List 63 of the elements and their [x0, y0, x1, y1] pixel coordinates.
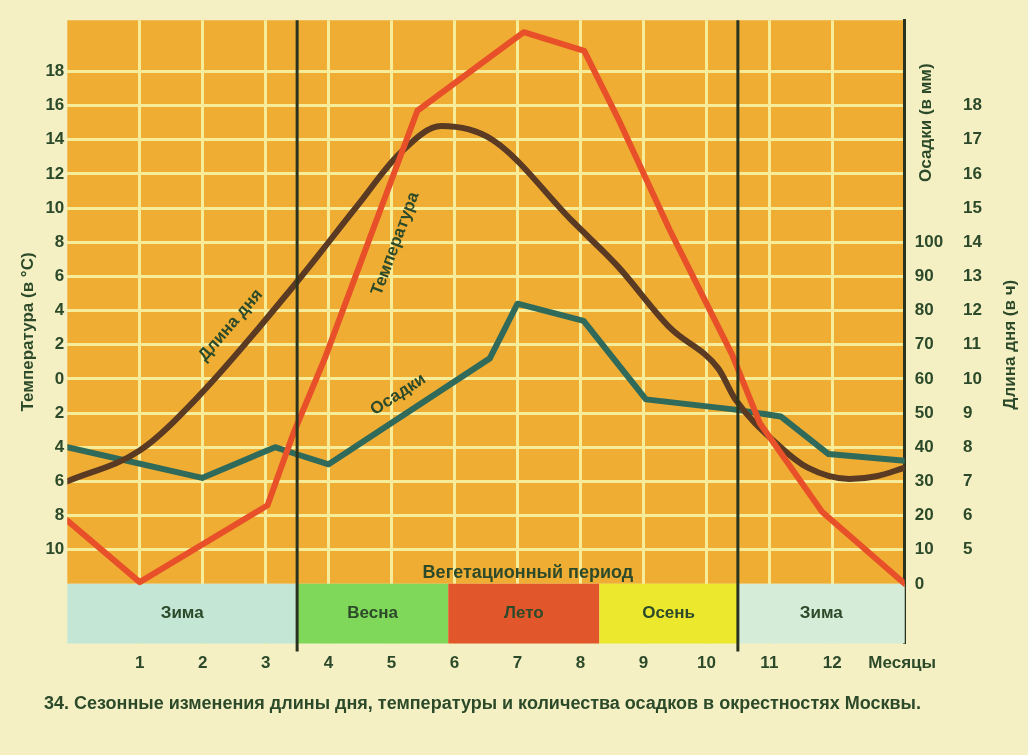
y2-tick-label: 0 — [914, 573, 925, 593]
x-tick-label: 10 — [696, 653, 716, 673]
y-tick-label: 2 — [54, 402, 65, 422]
y-tick-label: 6 — [54, 266, 65, 286]
y-tick-label: 2 — [54, 334, 65, 354]
y2-tick-label: 70 — [914, 334, 934, 354]
y2-tick-label: 20 — [914, 505, 934, 525]
x-tick-label: 7 — [512, 653, 523, 673]
x-tick-label: 4 — [323, 653, 334, 673]
y2-tick-label: 100 — [914, 231, 944, 251]
x-tick-label: 9 — [638, 653, 649, 673]
y-tick-label: 6 — [54, 471, 65, 491]
y-tick-label: 0 — [54, 368, 65, 388]
y2-tick-label: 90 — [914, 266, 934, 286]
text: 34. Сезонные изменения длины дня, температуры и количества осадков в окрестностях Москвы. — [44, 692, 922, 714]
y3-tick-label: 15 — [963, 197, 983, 217]
band-label: Зима — [160, 603, 205, 623]
y-tick-label: 4 — [54, 300, 65, 320]
y2-tick-label: 50 — [914, 402, 934, 422]
x-tick-label: 5 — [386, 653, 397, 673]
x-tick-label: 12 — [822, 653, 842, 673]
y-axis-title: Температура (в °C) — [17, 252, 37, 412]
annotation: Вегетационный период — [422, 561, 634, 582]
y3-tick-label: 11 — [963, 334, 982, 354]
y2-tick-label: 60 — [914, 368, 934, 388]
y3-axis-title: Длина дня (в ч) — [999, 279, 1019, 410]
y3-tick-label: 14 — [963, 231, 983, 251]
y2-tick-label: 40 — [914, 436, 934, 456]
y-tick-label: 14 — [45, 129, 65, 149]
y3-tick-label: 9 — [963, 402, 973, 422]
y2-axis-title: Осадки (в мм) — [916, 63, 936, 182]
y-tick-label: 8 — [54, 231, 65, 251]
x-tick-label: 2 — [197, 653, 208, 673]
y3-tick-label: 7 — [963, 471, 973, 491]
y3-tick-label: 6 — [963, 505, 973, 525]
x-tick-label: 6 — [449, 653, 460, 673]
y3-tick-label: 16 — [963, 163, 983, 183]
band-label: Зима — [799, 603, 844, 623]
y-tick-label: 8 — [54, 505, 65, 525]
y3-tick-label: 12 — [963, 300, 983, 320]
band-label: Весна — [347, 603, 399, 623]
y-tick-label: 16 — [45, 95, 65, 115]
y3-tick-label: 13 — [963, 266, 983, 286]
x-tick-label: 1 — [134, 653, 145, 673]
y3-tick-label: 17 — [963, 129, 983, 149]
band-label: Лето — [503, 603, 544, 623]
y-tick-label: 10 — [45, 539, 65, 559]
x-axis-title: Месяцы — [868, 653, 937, 673]
y2-tick-label: 10 — [914, 539, 934, 559]
x-tick-label: 8 — [575, 653, 586, 673]
x-tick-label: 11 — [760, 653, 779, 673]
y3-tick-label: 8 — [963, 436, 973, 456]
y-tick-label: 10 — [45, 197, 65, 217]
y-tick-label: 4 — [54, 436, 65, 456]
y2-tick-label: 80 — [914, 300, 934, 320]
y3-tick-label: 5 — [963, 539, 973, 559]
band-label: Осень — [642, 603, 696, 623]
y3-tick-label: 18 — [963, 95, 983, 115]
y2-tick-label: 30 — [914, 471, 934, 491]
x-tick-label: 3 — [260, 653, 271, 673]
y-tick-label: 12 — [45, 163, 65, 183]
y3-tick-label: 10 — [963, 368, 983, 388]
y-tick-label: 18 — [45, 61, 65, 81]
